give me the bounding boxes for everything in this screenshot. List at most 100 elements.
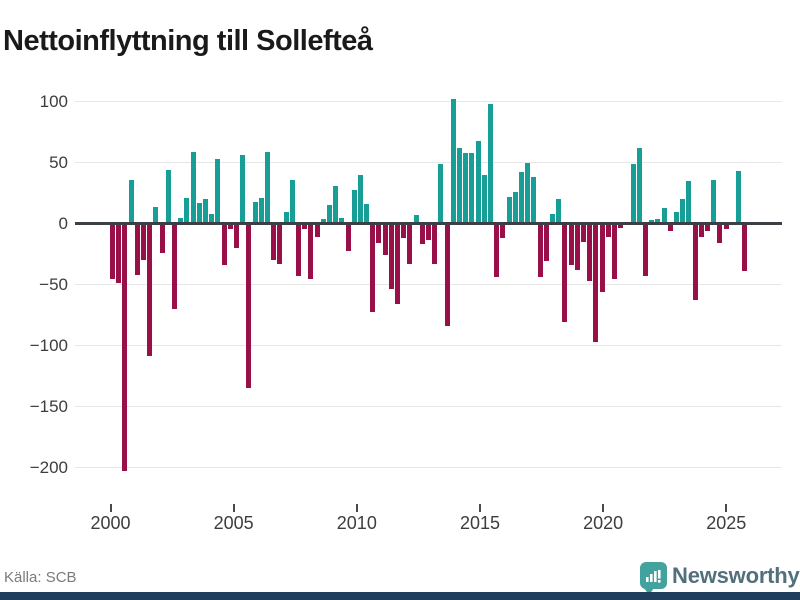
- bar: [308, 224, 314, 280]
- bar: [302, 224, 308, 230]
- bar: [110, 224, 115, 280]
- bar: [661, 207, 667, 223]
- bar: [178, 217, 184, 223]
- source-label: Källa: SCB: [4, 569, 77, 586]
- bar: [469, 152, 475, 223]
- bar: [345, 224, 351, 252]
- bar: [221, 224, 227, 265]
- bar: [252, 201, 258, 223]
- bar: [494, 224, 500, 277]
- x-axis-label: 2025: [706, 513, 747, 533]
- bar: [543, 224, 549, 262]
- x-axis-label: 2020: [583, 513, 624, 533]
- bar: [692, 224, 698, 301]
- bar: [233, 224, 239, 248]
- bubble-tail: [644, 588, 654, 595]
- bar: [655, 218, 661, 223]
- bar: [215, 159, 221, 223]
- bar: [475, 140, 481, 223]
- bar: [568, 224, 574, 265]
- bar: [550, 213, 555, 223]
- bar: [283, 211, 289, 223]
- x-tick: [232, 504, 235, 512]
- bar: [326, 205, 332, 223]
- brand-wordmark: Newsworthy: [672, 563, 800, 588]
- y-axis-label: −150: [29, 397, 68, 417]
- bar: [407, 224, 413, 264]
- bar: [184, 198, 190, 223]
- bar: [630, 163, 636, 223]
- bar: [704, 224, 710, 231]
- bar: [153, 206, 159, 223]
- bar: [277, 224, 283, 264]
- x-tick: [109, 504, 112, 512]
- bar: [333, 185, 339, 223]
- y-axis-label: 0: [58, 214, 68, 233]
- bar: [413, 215, 419, 223]
- bar: [649, 220, 655, 223]
- bar: [673, 211, 679, 223]
- bar: [289, 179, 295, 223]
- bar: [506, 196, 512, 223]
- bar: [605, 224, 611, 237]
- y-axis-label: 100: [39, 91, 68, 111]
- bar: [537, 224, 543, 277]
- bar: [574, 224, 580, 270]
- x-axis-label: 2000: [90, 513, 131, 533]
- bar: [159, 224, 165, 253]
- bar: [562, 224, 568, 323]
- bar: [172, 224, 177, 309]
- bar: [599, 224, 605, 292]
- bar: [717, 224, 723, 243]
- bar: [723, 224, 729, 230]
- bar: [463, 152, 469, 223]
- bar: [246, 224, 252, 389]
- x-axis-label: 2005: [213, 513, 254, 533]
- bar: [382, 224, 388, 255]
- bar: [122, 224, 128, 472]
- bar: [258, 198, 264, 223]
- bar: [444, 224, 450, 326]
- bar: [351, 189, 357, 223]
- x-tick: [355, 504, 358, 512]
- bar: [202, 199, 208, 223]
- bar: [141, 224, 146, 260]
- bar: [711, 179, 717, 223]
- bar: [519, 172, 524, 223]
- bar: [636, 148, 642, 223]
- bar: [698, 224, 704, 237]
- footer-accent-strip: [0, 592, 800, 600]
- bar: [190, 151, 196, 223]
- bar: [370, 224, 376, 313]
- bar: [611, 224, 617, 280]
- bar: [457, 148, 462, 223]
- bar: [364, 204, 370, 223]
- bar: [209, 213, 215, 223]
- bar: [580, 224, 586, 242]
- bar: [295, 224, 301, 276]
- bar: [525, 162, 531, 223]
- x-axis-label: 2010: [336, 513, 377, 533]
- bar-chart-bubble-icon: [640, 562, 667, 589]
- bar: [742, 224, 747, 271]
- y-axis-label: −100: [29, 336, 68, 356]
- bar: [419, 224, 425, 244]
- bar: [314, 224, 320, 237]
- bar: [395, 224, 400, 304]
- x-tick: [725, 504, 728, 512]
- bar: [438, 163, 444, 223]
- bar: [587, 224, 593, 281]
- bar: [488, 104, 493, 223]
- bar: [134, 224, 140, 275]
- gridline: [75, 161, 782, 163]
- bar: [264, 151, 270, 223]
- bar: [339, 217, 345, 223]
- bar: [618, 224, 624, 229]
- bar: [481, 174, 487, 223]
- gridline: [75, 406, 782, 408]
- y-axis-label: −50: [39, 275, 68, 295]
- bar: [116, 224, 122, 284]
- bar: [426, 224, 431, 241]
- bar: [128, 179, 134, 223]
- gridline: [75, 345, 782, 347]
